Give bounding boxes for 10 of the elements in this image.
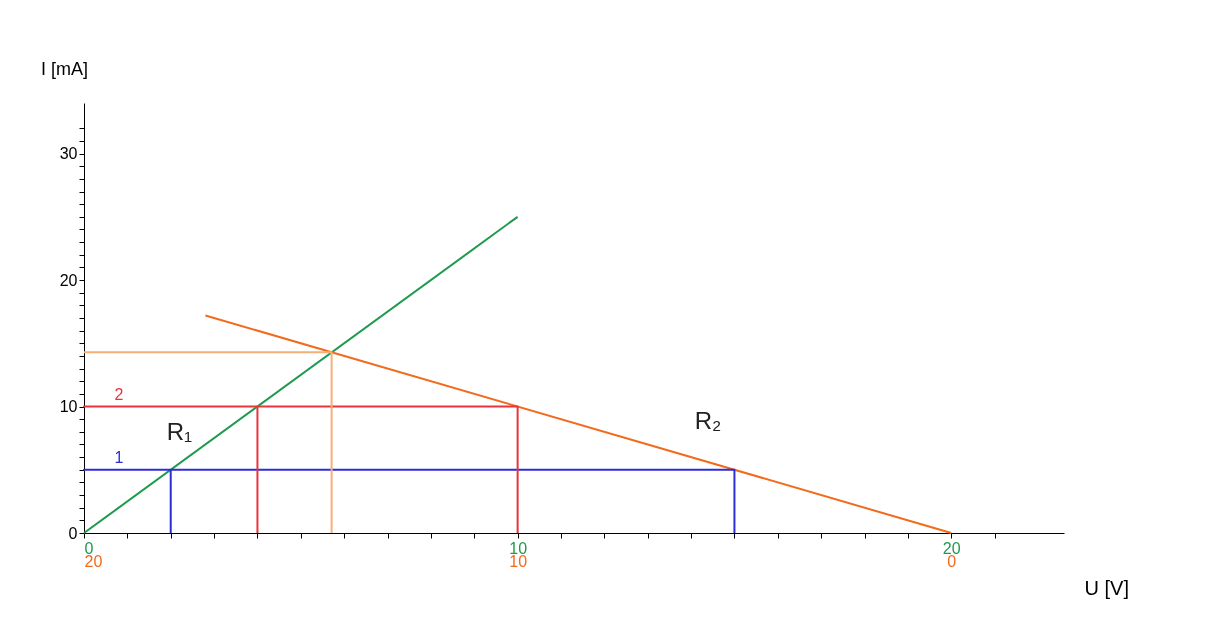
- x-axis-title: U [V]: [1084, 576, 1129, 599]
- series-label: 2: [114, 385, 124, 403]
- y-tick-label: 30: [59, 145, 78, 163]
- series-label: R₁: [166, 417, 193, 445]
- y-tick-label: 10: [59, 398, 78, 416]
- y-tick-label: 0: [68, 524, 78, 542]
- y-tick-label: 20: [59, 271, 78, 289]
- y-axis-title: I [mA]: [40, 58, 89, 79]
- series-label: R₂: [694, 407, 722, 435]
- series-label: 1: [114, 448, 124, 466]
